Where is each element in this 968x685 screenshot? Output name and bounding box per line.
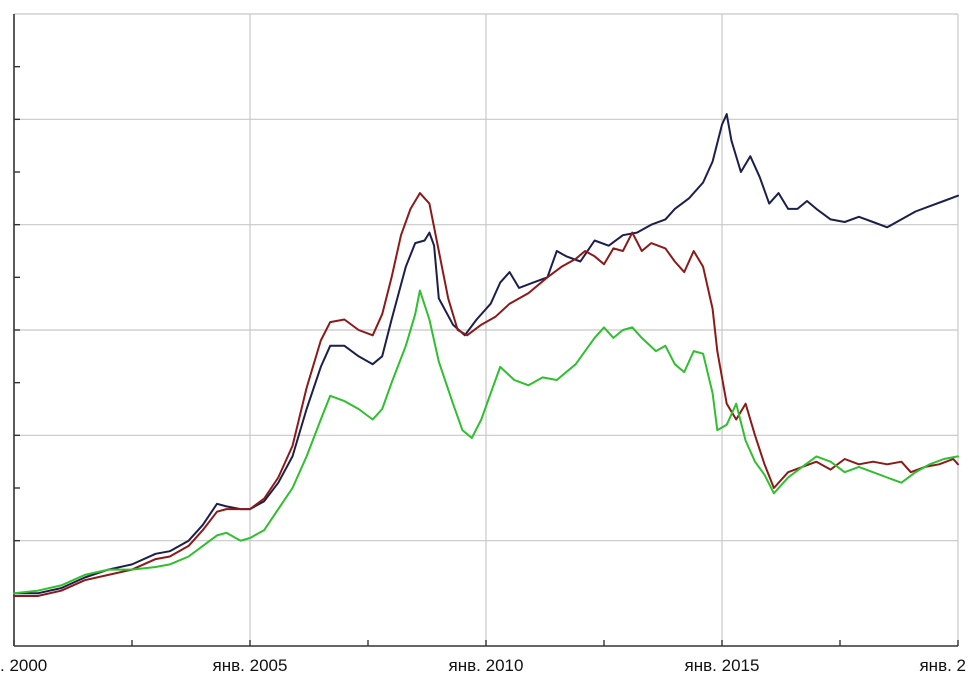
series-layer: [13, 113, 959, 597]
series-line-3: [13, 289, 959, 595]
x-tick-label: янв. 2: [919, 656, 966, 675]
series-line-2: [13, 192, 959, 597]
x-tick-label: янв. 2005: [213, 656, 288, 675]
axis-layer: [13, 13, 959, 647]
x-tick-label: янв. 2010: [449, 656, 524, 675]
x-tick-labels: . 2000 янв. 2005 янв. 2010 янв. 2015 янв. 2: [0, 656, 966, 675]
x-tick-label: янв. 2015: [685, 656, 760, 675]
grid-layer: [14, 14, 958, 646]
x-tick-label: . 2000: [0, 656, 47, 675]
